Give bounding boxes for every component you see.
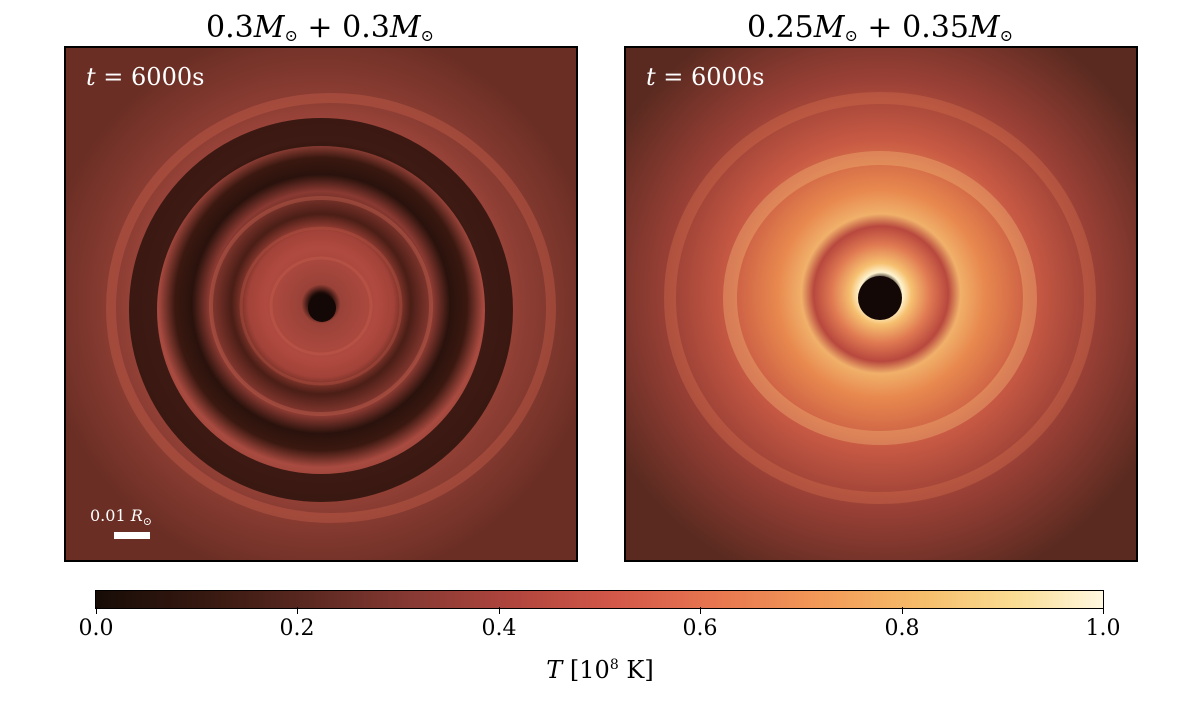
simulation-panel-left: t = 6000s 0.01 R⊙ [64, 46, 578, 562]
colorbar-label: T [108 K] [546, 656, 654, 684]
temperature-map-right [626, 48, 1136, 560]
colorbar-tick-label: 1.0 [1085, 616, 1121, 641]
temperature-colorbar [95, 590, 1104, 609]
colorbar-tick-mark [700, 607, 701, 614]
colorbar-tick-label: 0.8 [884, 616, 920, 641]
simulation-panel-right: t = 6000s [624, 46, 1138, 562]
time-label-right: t = 6000s [646, 63, 765, 91]
colorbar-tick-mark [902, 607, 903, 614]
scale-bar-label: 0.01 R⊙ [90, 506, 152, 529]
temperature-map-left [66, 48, 576, 560]
colorbar-tick-label: 0.2 [279, 616, 315, 641]
colorbar-tick-mark [297, 607, 298, 614]
colorbar-tick-label: 0.0 [78, 616, 114, 641]
panel-title-right: 0.25M⊙ + 0.35M⊙ [746, 10, 1014, 45]
colorbar-tick-mark [1103, 607, 1104, 614]
scale-bar [114, 532, 150, 539]
colorbar-tick-label: 0.4 [481, 616, 517, 641]
time-label-left: t = 6000s [86, 63, 205, 91]
colorbar-tick-mark [499, 607, 500, 614]
colorbar-tick-label: 0.6 [682, 616, 718, 641]
colorbar-tick-mark [96, 607, 97, 614]
panel-title-left: 0.3M⊙ + 0.3M⊙ [206, 10, 434, 45]
